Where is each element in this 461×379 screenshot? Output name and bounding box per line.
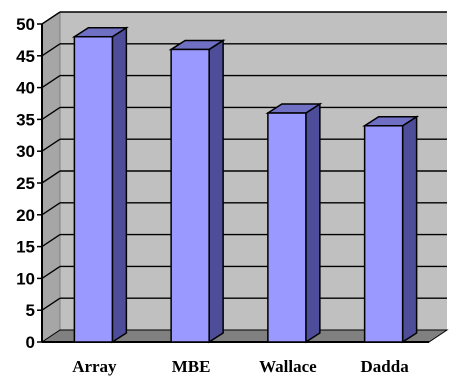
y-tick-label: 25 — [16, 174, 35, 193]
bar-front — [267, 112, 307, 343]
bar-side — [401, 115, 418, 344]
bar-front — [73, 35, 114, 343]
bar-dadda — [362, 115, 420, 344]
bar-mbe — [168, 39, 226, 344]
bar-side — [305, 102, 321, 344]
y-axis-ticks: 0 5 10 15 20 25 30 35 40 45 50 — [16, 15, 42, 352]
gridline-diagonal — [41, 43, 61, 57]
y-tick-label: 40 — [16, 79, 35, 98]
x-category-label: Array — [72, 357, 117, 376]
y-tick-label: 0 — [26, 333, 35, 352]
bar-side — [111, 26, 128, 344]
y-tick-label: 35 — [16, 110, 35, 129]
gridline-diagonal — [41, 11, 61, 25]
y-tick-label: 15 — [16, 238, 35, 257]
gridline-diagonal — [41, 138, 61, 152]
y-tick-label: 30 — [16, 142, 35, 161]
gridline-diagonal — [41, 234, 61, 248]
gridline-diagonal — [41, 297, 61, 311]
y-tick-label: 5 — [26, 301, 35, 320]
x-category-label: Wallace — [259, 357, 317, 376]
y-tick-label: 20 — [16, 206, 35, 225]
y-tick-label: 50 — [16, 15, 35, 34]
gridline-diagonal — [41, 202, 61, 216]
bar-array — [71, 26, 129, 344]
gridline-diagonal — [41, 75, 61, 89]
bar-wallace — [265, 102, 323, 344]
y-tick-label: 10 — [16, 269, 35, 288]
bar-side — [208, 39, 224, 344]
gridline-diagonal — [41, 170, 61, 184]
gridline-diagonal — [41, 106, 61, 120]
bar-front — [363, 125, 404, 343]
x-axis-category-labels: Array MBE Wallace Dadda — [72, 357, 409, 376]
y-tick-label: 45 — [16, 47, 35, 66]
bars — [71, 26, 420, 344]
x-category-label: MBE — [172, 357, 211, 376]
x-category-label: Dadda — [361, 357, 410, 376]
bar-front — [170, 48, 210, 343]
gridline-diagonal — [41, 265, 61, 279]
